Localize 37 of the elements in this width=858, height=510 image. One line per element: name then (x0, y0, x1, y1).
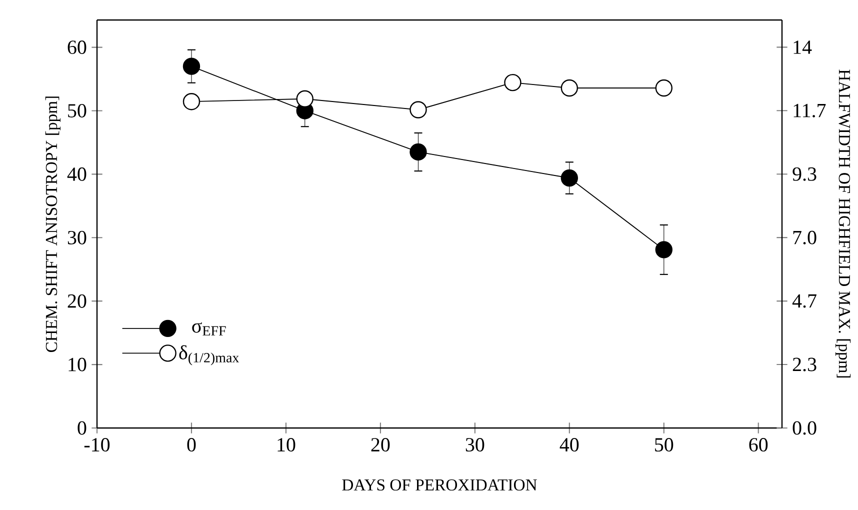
point (560, 169, 578, 187)
point (182, 92, 200, 110)
point (296, 90, 314, 108)
y-tick-label: 0 (78, 421, 86, 435)
y-axis-title: CHEM. SHIFT ANISOTROPY [ppm] (45, 96, 60, 352)
y2-axis-title: HALFWIDTH OF HIGHFIELD MAX. [ppm] (835, 70, 851, 378)
y2-tick-label: 0.0 (792, 421, 816, 435)
y-tick-label: 60 (68, 40, 86, 54)
x-tick-label: 60 (749, 438, 768, 452)
point (410, 143, 427, 161)
y-tick-label: 30 (68, 230, 86, 244)
x-tick-label: 0 (187, 438, 196, 452)
y2-tick-label: 9.3 (792, 167, 816, 181)
y2-tick-label: 14 (794, 40, 812, 54)
point (560, 79, 578, 97)
y2-tick-label: 2.3 (792, 358, 816, 372)
y-tick-label: 40 (67, 167, 86, 181)
point (182, 58, 200, 75)
x-axis-title: DAYS OF PEROXIDATION (342, 479, 537, 491)
point (655, 241, 672, 258)
x-tick-label: 30 (466, 438, 484, 452)
x-tick-label: 20 (371, 438, 390, 452)
point (410, 101, 427, 118)
legend-label: δ$_{(1/2)max}$ (179, 345, 240, 366)
x-tick-label: 50 (655, 438, 674, 452)
point (504, 74, 522, 92)
point (655, 79, 672, 97)
y2-tick-label: 4.7 (792, 294, 816, 308)
legend-label: σ$_{EFF}$ (192, 322, 226, 336)
y2-tick-label: 7.0 (793, 230, 816, 244)
y-tick-label: 20 (68, 294, 86, 308)
x-tick-label: 10 (278, 438, 296, 452)
x-tick-label: 40 (560, 438, 579, 452)
x-tick-label: -10 (84, 438, 110, 452)
y-tick-label: 50 (68, 104, 86, 118)
y2-tick-label: 11.7 (794, 104, 826, 118)
y-tick-label: 10 (68, 358, 86, 372)
